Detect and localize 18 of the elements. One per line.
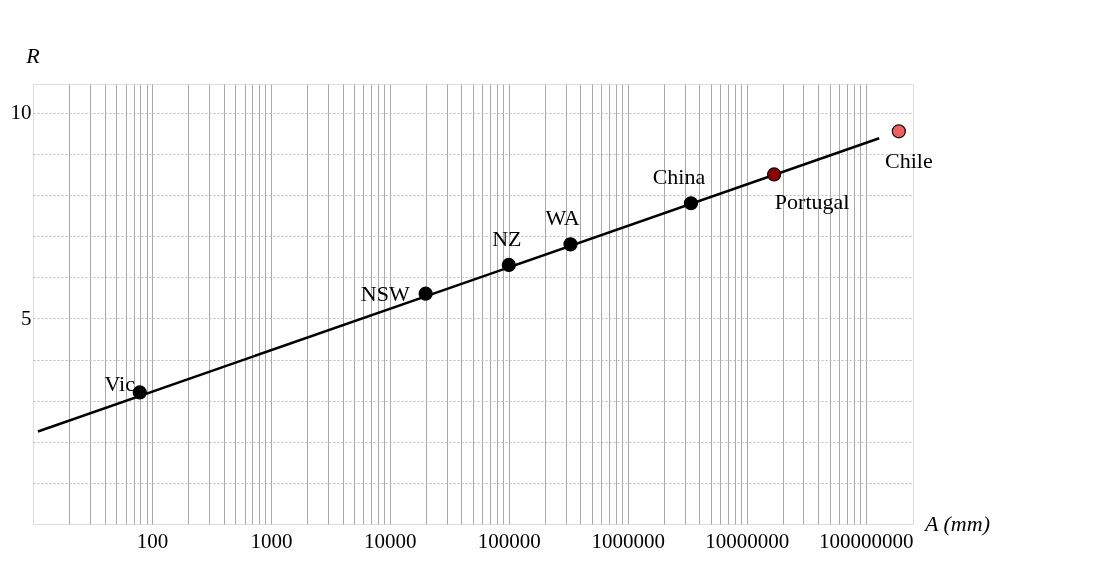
annotation: China <box>652 164 706 190</box>
x-tick-label: 10000000 <box>705 528 790 553</box>
annotation: Chile <box>884 148 933 174</box>
x-tick-label: 100000 <box>477 528 541 553</box>
y-tick-label: 5 <box>21 305 32 330</box>
x-axis-title: A (mm) <box>923 511 990 536</box>
x-tick-label: 1000000 <box>591 528 666 553</box>
annotation: WA <box>545 205 580 231</box>
x-tick-label: 1000 <box>250 528 293 553</box>
y-axis-title: R <box>25 43 41 68</box>
y-tick-label: 10 <box>10 100 32 125</box>
annotation: Portugal <box>774 189 850 215</box>
annotation: Vic <box>104 371 136 397</box>
x-tick-label: 100000000 <box>818 528 914 553</box>
annotation: NZ <box>492 225 522 251</box>
x-tick-label: 10000 <box>364 528 417 553</box>
x-tick-label: 100 <box>136 528 169 553</box>
annotation: NSW <box>360 280 410 306</box>
